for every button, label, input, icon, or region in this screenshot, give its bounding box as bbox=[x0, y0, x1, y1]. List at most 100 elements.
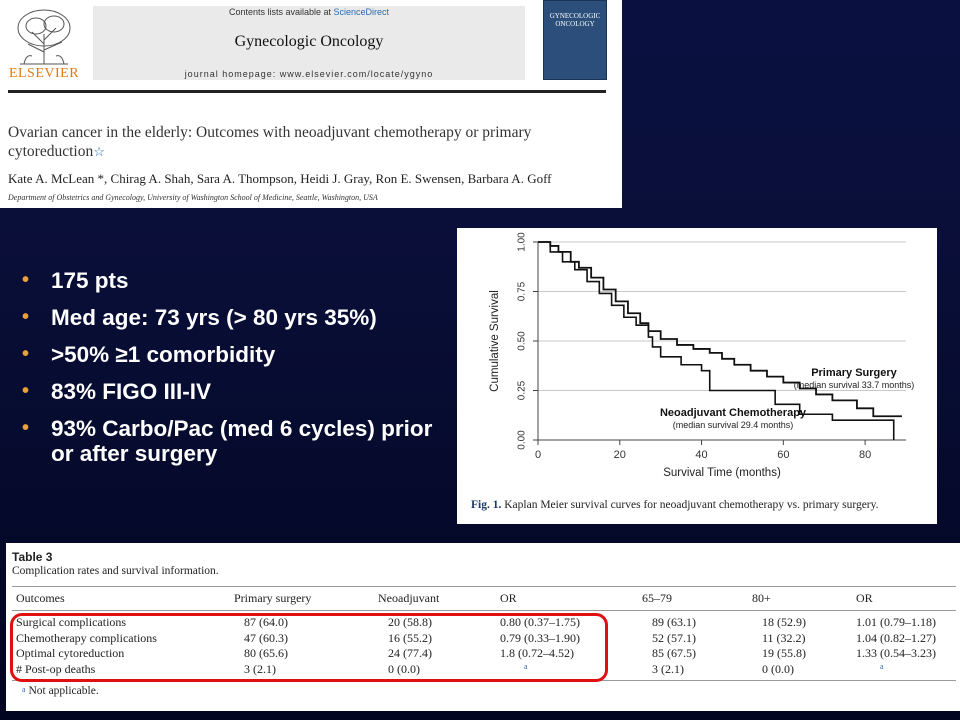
table-cell: 18 (52.9) bbox=[762, 615, 806, 629]
table-cell: 0 (0.0) bbox=[388, 661, 420, 676]
elsevier-wordmark: ELSEVIER bbox=[8, 66, 80, 81]
table-cell: Optimal cytoreduction bbox=[16, 646, 125, 660]
journal-name: Gynecologic Oncology bbox=[234, 33, 384, 50]
bullet-dot-icon: • bbox=[22, 417, 30, 439]
bullet-dot-icon: • bbox=[22, 343, 30, 365]
km-figure: 0.00 0.25 0.50 0.75 1.00 0 20 40 60 80 Survival Ti… bbox=[457, 228, 937, 524]
table-rule-top bbox=[12, 586, 956, 587]
primary-surgery-label: Primary Surgery bbox=[811, 367, 897, 379]
bullet-item: • Med age: 73 yrs (> 80 yrs 35%) bbox=[22, 305, 442, 330]
bullet-dot-icon: • bbox=[22, 380, 30, 402]
article-authors: Kate A. McLean *, Chirag A. Shah, Sara A… bbox=[8, 171, 552, 186]
table-footnote: a Not applicable. bbox=[22, 685, 99, 697]
contents-prefix: Contents lists available at bbox=[228, 7, 334, 17]
table-cell: 85 (67.5) bbox=[652, 646, 696, 660]
article-affiliation: Department of Obstetrics and Gynecology,… bbox=[8, 193, 378, 202]
primary-surgery-curve bbox=[538, 241, 902, 418]
highlight-box bbox=[10, 613, 608, 682]
neoadjuvant-note: (median survival 29.4 months) bbox=[673, 420, 794, 430]
table-cell: 16 (55.2) bbox=[388, 630, 432, 645]
star-icon: ☆ bbox=[93, 144, 105, 159]
bullet-dot-icon: • bbox=[22, 306, 30, 328]
table-header-cell: Outcomes bbox=[16, 591, 65, 605]
table-cell: 0 (0.0) bbox=[762, 661, 794, 676]
y-tick-label: 0.25 bbox=[517, 380, 528, 400]
elsevier-tree-logo bbox=[6, 4, 82, 80]
sciencedirect-link[interactable]: ScienceDirect bbox=[333, 7, 390, 17]
figure-caption-label: Fig. 1. bbox=[471, 499, 502, 511]
table-cell: 52 (57.1) bbox=[652, 630, 696, 645]
table-header-cell: Neoadjuvant bbox=[378, 591, 440, 605]
table-cell: Surgical complications bbox=[16, 615, 127, 629]
key-points-list: • 175 pts • Med age: 73 yrs (> 80 yrs 35%)… bbox=[22, 268, 442, 478]
bullet-item: • 83% FIGO III-IV bbox=[22, 379, 442, 404]
primary-surgery-note: (median survival 33.7 months) bbox=[794, 380, 915, 390]
x-tick-label: 0 bbox=[535, 449, 541, 461]
table-header-cell: Primary surgery bbox=[234, 591, 312, 605]
figure-caption: Fig. 1. Kaplan Meier survival curves for… bbox=[471, 499, 879, 511]
table-header-cell: 80+ bbox=[752, 591, 771, 605]
table-cell: 20 (58.8) bbox=[388, 615, 432, 629]
article-title: Ovarian cancer in the elderly: Outcomes … bbox=[8, 123, 608, 161]
table-cell: a bbox=[524, 661, 528, 671]
bullet-text: 93% Carbo/Pac (med 6 cycles) prior or af… bbox=[51, 416, 433, 466]
table-rule-header bbox=[12, 610, 956, 611]
table-header-cell: OR bbox=[856, 591, 873, 605]
table-cell: 0.79 (0.33–1.90) bbox=[500, 630, 580, 645]
table-cell: 11 (32.2) bbox=[762, 630, 806, 645]
table-cell: 3 (2.1) bbox=[244, 661, 276, 676]
table-header-cell: 65–79 bbox=[642, 591, 672, 605]
article-header: ELSEVIER Contents lists available at Sci… bbox=[0, 0, 622, 208]
contents-line: Contents lists available at ScienceDirec… bbox=[93, 7, 525, 17]
cover-title-line-2: ONCOLOGY bbox=[555, 20, 595, 28]
table-cell: 24 (77.4) bbox=[388, 646, 432, 660]
table-cell: 1.01 (0.79–1.18) bbox=[856, 615, 936, 629]
figure-caption-text: Kaplan Meier survival curves for neoadju… bbox=[501, 499, 879, 511]
x-tick-label: 60 bbox=[777, 449, 789, 461]
bullet-text: >50% ≥1 comorbidity bbox=[51, 342, 276, 367]
table-cell: 47 (60.3) bbox=[244, 630, 288, 645]
bullet-item: • 175 pts bbox=[22, 268, 442, 293]
x-tick-label: 20 bbox=[614, 449, 626, 461]
article-title-text: Ovarian cancer in the elderly: Outcomes … bbox=[8, 124, 532, 160]
table-cell: 87 (64.0) bbox=[244, 615, 288, 629]
bullet-item: • 93% Carbo/Pac (med 6 cycles) prior or a… bbox=[22, 416, 442, 466]
cover-title: GYNECOLOGIC ONCOLOGY bbox=[544, 12, 606, 28]
table-cell: 1.8 (0.72–4.52) bbox=[500, 646, 574, 660]
table-cell: a bbox=[880, 661, 884, 671]
cover-title-line-1: GYNECOLOGIC bbox=[549, 12, 601, 20]
header-rule bbox=[8, 90, 606, 93]
table-cell: 19 (55.8) bbox=[762, 646, 806, 660]
journal-cover: GYNECOLOGIC ONCOLOGY bbox=[543, 0, 607, 80]
x-tick-label: 80 bbox=[859, 449, 871, 461]
table-cell: 1.04 (0.82–1.27) bbox=[856, 630, 936, 645]
footnote-mark: a bbox=[22, 685, 26, 694]
x-axis-label: Survival Time (months) bbox=[663, 467, 781, 479]
y-tick-label: 0.50 bbox=[517, 331, 528, 351]
table-cell: 80 (65.6) bbox=[244, 646, 288, 660]
table-header-cell: OR bbox=[500, 591, 517, 605]
bullet-dot-icon: • bbox=[22, 269, 30, 291]
table-cell: 3 (2.1) bbox=[652, 661, 684, 676]
km-survival-chart: 0.00 0.25 0.50 0.75 1.00 0 20 40 60 80 Survival Ti… bbox=[489, 232, 915, 479]
complication-table: Table 3 Complication rates and survival … bbox=[6, 543, 960, 711]
y-axis-label: Cumulative Survival bbox=[489, 290, 501, 392]
bullet-text: Med age: 73 yrs (> 80 yrs 35%) bbox=[51, 305, 377, 330]
table-cell: # Post-op deaths bbox=[16, 661, 96, 676]
bullet-item: • >50% ≥1 comorbidity bbox=[22, 342, 442, 367]
journal-homepage[interactable]: journal homepage: www.elsevier.com/locat… bbox=[184, 69, 434, 79]
table-cell: Chemotherapy complications bbox=[16, 630, 157, 645]
table-cell: 1.33 (0.54–3.23) bbox=[856, 646, 936, 660]
bullet-text: 83% FIGO III-IV bbox=[51, 379, 212, 404]
table-cell: 89 (63.1) bbox=[652, 615, 696, 629]
table-label: Table 3 bbox=[12, 550, 53, 564]
neoadjuvant-curve bbox=[538, 241, 895, 440]
y-tick-label: 1.00 bbox=[517, 232, 528, 252]
table-subtitle: Complication rates and survival informat… bbox=[12, 565, 219, 577]
neoadjuvant-label: Neoadjuvant Chemotherapy bbox=[660, 407, 807, 419]
x-tick-label: 40 bbox=[695, 449, 707, 461]
journal-masthead: Contents lists available at ScienceDirec… bbox=[93, 6, 525, 80]
table-cell: 0.80 (0.37–1.75) bbox=[500, 615, 580, 629]
y-tick-label: 0.00 bbox=[517, 430, 528, 450]
y-tick-label: 0.75 bbox=[517, 281, 528, 301]
